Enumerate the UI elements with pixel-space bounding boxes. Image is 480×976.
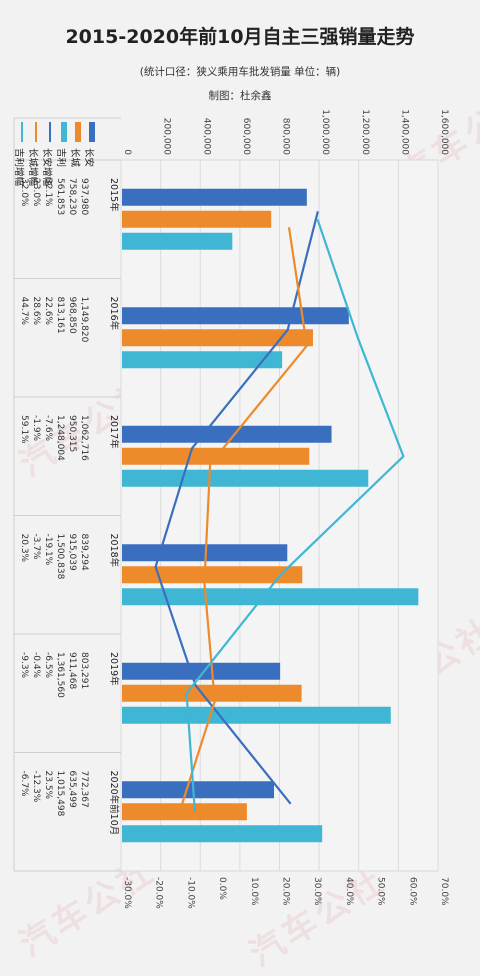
secondary-tick-label: 70.0% — [439, 877, 449, 906]
table-value: 758,230 — [67, 178, 77, 215]
secondary-tick-label: -30.0% — [122, 877, 132, 909]
bar-长安 — [122, 425, 332, 443]
table-value: 1,361,560 — [55, 652, 65, 698]
category-label: 2015年 — [108, 178, 120, 212]
bar-长城 — [122, 684, 302, 702]
primary-tick-label: 1,000,000 — [320, 109, 330, 155]
line-长城增幅 — [176, 227, 308, 821]
table-value: 950,315 — [67, 415, 77, 452]
table-value: 561,853 — [55, 178, 65, 215]
secondary-tick-label: 20.0% — [281, 877, 291, 906]
bar-长安 — [122, 544, 288, 562]
table-value: 23.0% — [31, 178, 41, 207]
secondary-tick-label: 60.0% — [407, 877, 417, 906]
legend-label: 吉利 — [55, 148, 67, 167]
primary-tick-label: 800,000 — [281, 118, 291, 155]
table-value: 44.7% — [19, 297, 29, 326]
category-label: 2017年 — [108, 415, 120, 449]
table-value: 23.5% — [43, 771, 53, 800]
primary-tick-label: 200,000 — [162, 118, 172, 155]
primary-tick-label: 600,000 — [241, 118, 251, 155]
primary-tick-label: 0 — [122, 149, 132, 155]
legend-label: 长城增幅 — [27, 148, 39, 187]
line-长安增幅 — [154, 211, 319, 805]
legend-swatch-吉利 — [61, 122, 67, 142]
bar-吉利 — [122, 706, 391, 724]
primary-tick-label: 400,000 — [201, 118, 211, 155]
chart-subtitle: (统计口径：狭义乘用车批发销量 单位：辆) — [139, 66, 341, 78]
bar-吉利 — [122, 825, 323, 843]
bar-吉利 — [122, 469, 369, 487]
bar-吉利 — [122, 351, 283, 369]
legend-label: 长安增幅 — [41, 148, 53, 187]
table-value: 32.0% — [19, 178, 29, 207]
table-value: 911,468 — [67, 652, 77, 689]
table-value: 968,850 — [67, 297, 77, 334]
primary-tick-label: 1,200,000 — [360, 109, 370, 155]
primary-tick-label: 1,400,000 — [399, 109, 409, 155]
table-value: -7.6% — [43, 415, 53, 442]
bar-长城 — [122, 329, 313, 347]
bar-吉利 — [122, 232, 233, 250]
table-value: 772,367 — [79, 771, 89, 808]
secondary-tick-label: -20.0% — [154, 877, 164, 909]
table-value: -1.9% — [31, 415, 41, 442]
chart-author: 制图：杜余鑫 — [208, 90, 272, 102]
table-value: 1,248,004 — [55, 415, 65, 461]
bar-长安 — [122, 781, 275, 799]
table-value: 59.1% — [19, 415, 29, 444]
bar-长安 — [122, 307, 349, 325]
table-value: 635,499 — [67, 771, 77, 808]
table-value: -9.3% — [19, 652, 29, 679]
bar-长城 — [122, 803, 247, 821]
bar-长城 — [122, 210, 272, 228]
table-value: 22.6% — [43, 297, 53, 326]
table-value: -0.4% — [31, 652, 41, 679]
table-value: 915,039 — [67, 534, 77, 571]
table-value: -19.1% — [43, 534, 53, 566]
table-value: 839,294 — [79, 534, 89, 571]
legend-label: 长安 — [83, 148, 95, 167]
category-label: 2019年 — [108, 652, 120, 686]
table-value: 20.3% — [19, 534, 29, 563]
legend-swatch-长城 — [75, 122, 81, 142]
table-value: 813,161 — [55, 297, 65, 334]
secondary-tick-label: 40.0% — [344, 877, 354, 906]
secondary-tick-label: 50.0% — [376, 877, 386, 906]
bar-长城 — [122, 566, 303, 584]
bar-长安 — [122, 662, 281, 680]
secondary-tick-label: -10.0% — [185, 877, 195, 909]
table-value: 32.1% — [43, 178, 53, 207]
table-value: 1,149,820 — [79, 297, 89, 343]
legend-swatch-长安 — [89, 122, 95, 142]
table-value: -6.7% — [19, 771, 29, 798]
table-value: 1,500,838 — [55, 534, 65, 580]
secondary-tick-label: 0.0% — [217, 877, 227, 900]
chart-title: 2015-2020年前10月自主三强销量走势 — [65, 26, 415, 48]
secondary-tick-label: 30.0% — [312, 877, 322, 906]
legend-label: 吉利增幅 — [13, 148, 25, 187]
table-value: 803,291 — [79, 652, 89, 689]
category-label: 2020年前10月 — [108, 771, 120, 836]
table-value: 28.6% — [31, 297, 41, 326]
secondary-tick-label: 10.0% — [249, 877, 259, 906]
bar-长安 — [122, 188, 307, 206]
table-value: 1,015,498 — [55, 771, 65, 817]
legend-label: 长城 — [69, 148, 81, 168]
primary-tick-label: 1,600,000 — [439, 109, 449, 155]
table-value: -3.7% — [31, 534, 41, 561]
bar-吉利 — [122, 588, 419, 606]
table-value: 1,062,716 — [79, 415, 89, 461]
table-value: 937,980 — [79, 178, 89, 215]
line-吉利增幅 — [185, 218, 405, 812]
table-value: -6.5% — [43, 652, 53, 679]
category-label: 2016年 — [108, 297, 120, 331]
table-value: -12.3% — [31, 771, 41, 803]
category-label: 2018年 — [108, 534, 120, 568]
